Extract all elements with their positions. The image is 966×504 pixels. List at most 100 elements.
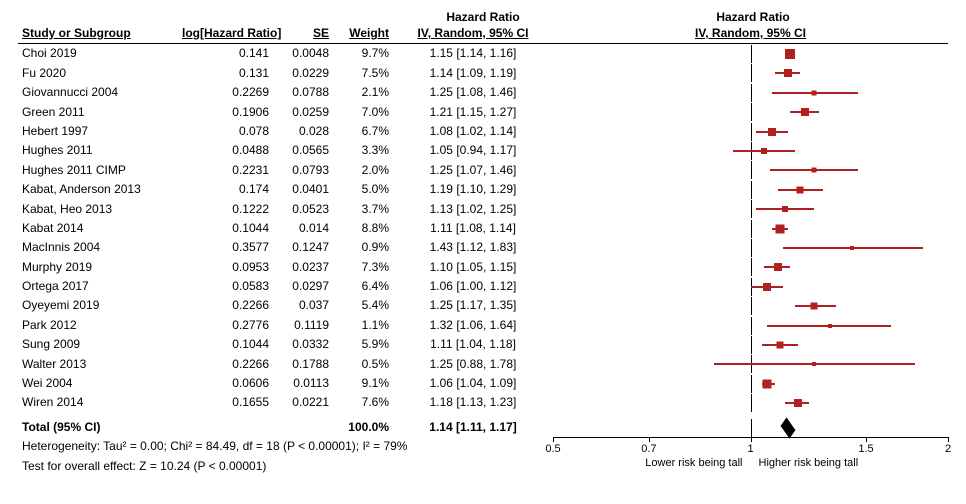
se-value: 0.0565 <box>273 141 333 160</box>
loghr-value: 0.1044 <box>178 335 273 354</box>
loghr-value: 0.1906 <box>178 103 273 122</box>
point-estimate <box>811 303 818 310</box>
weight-value: 7.3% <box>333 258 393 277</box>
table-row: MacInnis 2004 0.3577 0.1247 0.9% 1.43 [1… <box>18 238 948 257</box>
point-estimate <box>777 341 784 348</box>
se-value: 0.1119 <box>273 316 333 335</box>
forest-plot-table: Study or Subgroup log[Hazard Ratio] SE W… <box>18 24 948 476</box>
se-value: 0.0523 <box>273 200 333 219</box>
se-value: 0.0237 <box>273 258 333 277</box>
table-row: Green 2011 0.1906 0.0259 7.0% 1.21 [1.15… <box>18 103 948 122</box>
weight-value: 2.0% <box>333 161 393 180</box>
table-row: Kabat 2014 0.1044 0.014 8.8% 1.11 [1.08,… <box>18 219 948 238</box>
weight-value: 6.7% <box>333 122 393 141</box>
ci-text: 1.21 [1.15, 1.27] <box>393 103 553 122</box>
study-name: Ortega 2017 <box>18 277 178 296</box>
loghr-value: 0.1655 <box>178 393 273 412</box>
axis-label-lower: Lower risk being tall <box>645 456 750 472</box>
ci-text: 1.25 [1.07, 1.46] <box>393 161 553 180</box>
weight-value: 7.0% <box>333 103 393 122</box>
summary-diamond <box>780 417 795 438</box>
table-row: Fu 2020 0.131 0.0229 7.5% 1.14 [1.09, 1.… <box>18 64 948 83</box>
table-row: Wei 2004 0.0606 0.0113 9.1% 1.06 [1.04, … <box>18 374 948 393</box>
study-name: Fu 2020 <box>18 64 178 83</box>
forest-row-plot <box>553 64 948 82</box>
th-study: Study or Subgroup <box>18 24 178 44</box>
table-row: Wiren 2014 0.1655 0.0221 7.6% 1.18 [1.13… <box>18 393 948 412</box>
study-name: Kabat, Anderson 2013 <box>18 180 178 199</box>
th-weight: Weight <box>333 24 393 44</box>
point-estimate <box>828 324 832 328</box>
forest-row-plot <box>553 394 948 412</box>
ci-text: 1.43 [1.12, 1.83] <box>393 238 553 257</box>
point-estimate <box>794 399 802 407</box>
table-row: Giovannucci 2004 0.2269 0.0788 2.1% 1.25… <box>18 83 948 102</box>
th-ci: IV, Random, 95% CI <box>393 24 553 44</box>
loghr-value: 0.0488 <box>178 141 273 160</box>
se-value: 0.028 <box>273 122 333 141</box>
study-name: Giovannucci 2004 <box>18 83 178 102</box>
ci-text: 1.11 [1.04, 1.18] <box>393 335 553 354</box>
ci-text: 1.25 [1.08, 1.46] <box>393 83 553 102</box>
tick-label: 2 <box>945 442 951 458</box>
study-name: Choi 2019 <box>18 44 178 64</box>
forest-row-plot <box>553 239 948 257</box>
point-estimate <box>776 224 785 233</box>
point-estimate <box>850 246 854 250</box>
loghr-value: 0.0583 <box>178 277 273 296</box>
se-value: 0.037 <box>273 296 333 315</box>
point-estimate <box>801 108 809 116</box>
weight-value: 8.8% <box>333 219 393 238</box>
study-name: Sung 2009 <box>18 335 178 354</box>
study-name: Kabat, Heo 2013 <box>18 200 178 219</box>
forest-row-plot <box>553 375 948 393</box>
table-row: Hebert 1997 0.078 0.028 6.7% 1.08 [1.02,… <box>18 122 948 141</box>
se-value: 0.0259 <box>273 103 333 122</box>
study-name: Hughes 2011 <box>18 141 178 160</box>
footer-row-het: Heterogeneity: Tau² = 0.00; Chi² = 84.49… <box>18 437 948 456</box>
loghr-value: 0.2266 <box>178 296 273 315</box>
weight-value: 5.4% <box>333 296 393 315</box>
forest-row-plot <box>553 161 948 179</box>
loghr-value: 0.2776 <box>178 316 273 335</box>
ci-text: 1.32 [1.06, 1.64] <box>393 316 553 335</box>
forest-row-plot <box>553 336 948 354</box>
table-row: Murphy 2019 0.0953 0.0237 7.3% 1.10 [1.0… <box>18 258 948 277</box>
loghr-value: 0.2266 <box>178 355 273 374</box>
weight-value: 5.0% <box>333 180 393 199</box>
se-value: 0.1788 <box>273 355 333 374</box>
ci-text: 1.10 [1.05, 1.15] <box>393 258 553 277</box>
point-estimate <box>812 168 817 173</box>
loghr-value: 0.131 <box>178 64 273 83</box>
table-row: Walter 2013 0.2266 0.1788 0.5% 1.25 [0.8… <box>18 355 948 374</box>
table-row: Kabat, Heo 2013 0.1222 0.0523 3.7% 1.13 … <box>18 200 948 219</box>
study-name: Wei 2004 <box>18 374 178 393</box>
ci-text: 1.18 [1.13, 1.23] <box>393 393 553 412</box>
axis: 0.50.711.52 Lower risk being tall Higher… <box>553 437 948 476</box>
total-weight: 100.0% <box>333 413 393 437</box>
loghr-value: 0.141 <box>178 44 273 64</box>
study-name: Murphy 2019 <box>18 258 178 277</box>
weight-value: 9.1% <box>333 374 393 393</box>
forest-row-plot <box>553 258 948 276</box>
ci-text: 1.08 [1.02, 1.14] <box>393 122 553 141</box>
table-row: Sung 2009 0.1044 0.0332 5.9% 1.11 [1.04,… <box>18 335 948 354</box>
ci-text: 1.05 [0.94, 1.17] <box>393 141 553 160</box>
forest-row-plot <box>553 355 948 373</box>
point-estimate <box>797 186 804 193</box>
table-row: Oyeyemi 2019 0.2266 0.037 5.4% 1.25 [1.1… <box>18 296 948 315</box>
table-row: Hughes 2011 CIMP 0.2231 0.0793 2.0% 1.25… <box>18 161 948 180</box>
weight-value: 2.1% <box>333 83 393 102</box>
table-row: Park 2012 0.2776 0.1119 1.1% 1.32 [1.06,… <box>18 316 948 335</box>
point-estimate <box>784 69 792 77</box>
study-name: Hebert 1997 <box>18 122 178 141</box>
point-estimate <box>763 283 771 291</box>
point-estimate <box>812 362 816 366</box>
se-value: 0.0297 <box>273 277 333 296</box>
th-loghr: log[Hazard Ratio] <box>178 24 273 44</box>
forest-row-plot <box>553 297 948 315</box>
point-estimate <box>812 90 817 95</box>
se-value: 0.014 <box>273 219 333 238</box>
study-name: Oyeyemi 2019 <box>18 296 178 315</box>
se-value: 0.0113 <box>273 374 333 393</box>
